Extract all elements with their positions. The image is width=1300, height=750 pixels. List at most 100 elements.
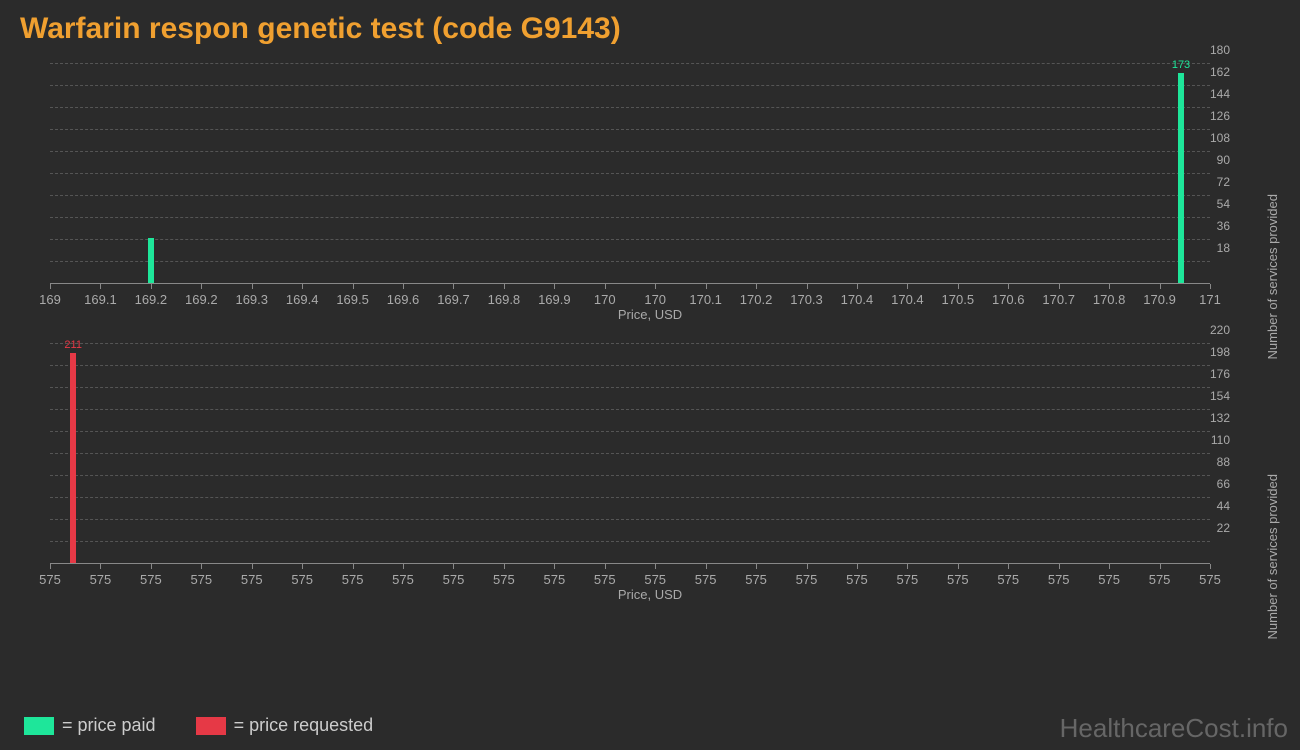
- watermark: HealthcareCost.info: [1060, 713, 1288, 744]
- x-tick: [50, 284, 51, 289]
- x-tick-label: 575: [594, 572, 616, 587]
- gridline: [50, 453, 1210, 454]
- bar: 211: [70, 353, 76, 564]
- bar: [148, 238, 154, 284]
- x-tick: [907, 564, 908, 569]
- x-tick-label: 169.2: [135, 292, 168, 307]
- x-tick: [756, 564, 757, 569]
- x-tick: [1059, 284, 1060, 289]
- gridline: [50, 497, 1210, 498]
- x-tick: [1008, 564, 1009, 569]
- x-tick-label: 575: [392, 572, 414, 587]
- gridline: [50, 475, 1210, 476]
- x-tick-label: 575: [190, 572, 212, 587]
- x-tick-label: 170.2: [740, 292, 773, 307]
- x-tick: [252, 284, 253, 289]
- x-tick-label: 575: [241, 572, 263, 587]
- x-tick-label: 169.3: [235, 292, 268, 307]
- x-tick: [958, 564, 959, 569]
- x-tick-label: 575: [543, 572, 565, 587]
- legend-swatch-paid: [24, 717, 54, 735]
- x-tick-label: 169.7: [437, 292, 470, 307]
- gridline: [50, 239, 1210, 240]
- x-tick: [907, 284, 908, 289]
- x-tick: [756, 284, 757, 289]
- gridline: [50, 431, 1210, 432]
- x-tick-label: 575: [342, 572, 364, 587]
- gridline: [50, 151, 1210, 152]
- x-tick-label: 170: [594, 292, 616, 307]
- x-tick: [1109, 284, 1110, 289]
- x-tick: [1109, 564, 1110, 569]
- x-tick-label: 575: [39, 572, 61, 587]
- x-tick-label: 171: [1199, 292, 1221, 307]
- y-tick-label: 154: [1210, 389, 1230, 403]
- x-tick-label: 170.8: [1093, 292, 1126, 307]
- gridline: [50, 261, 1210, 262]
- x-tick: [706, 564, 707, 569]
- chart-price-requested: 211 575575575575575575575575575575575575…: [20, 334, 1280, 614]
- x-tick: [151, 564, 152, 569]
- x-tick-label: 575: [846, 572, 868, 587]
- gridline: [50, 365, 1210, 366]
- x-tick: [504, 564, 505, 569]
- x-tick-label: 169.2: [185, 292, 218, 307]
- x-tick-label: 169.6: [387, 292, 420, 307]
- x-tick: [353, 564, 354, 569]
- x-tick: [807, 284, 808, 289]
- x-tick-label: 169.9: [538, 292, 571, 307]
- y-tick-label: 72: [1217, 175, 1230, 189]
- gridline: [50, 173, 1210, 174]
- x-tick: [1008, 284, 1009, 289]
- x-axis-title-2: Price, USD: [618, 587, 682, 602]
- gridline: [50, 519, 1210, 520]
- x-axis-2: 5755755755755755755755755755755755755755…: [50, 563, 1210, 564]
- legend-swatch-requested: [196, 717, 226, 735]
- x-tick: [857, 284, 858, 289]
- x-tick-label: 170.5: [942, 292, 975, 307]
- x-tick-label: 170.9: [1143, 292, 1176, 307]
- y-tick-label: 22: [1217, 521, 1230, 535]
- x-tick-label: 575: [90, 572, 112, 587]
- x-tick-label: 575: [140, 572, 162, 587]
- y-tick-label: 162: [1210, 65, 1230, 79]
- bar-label: 173: [1172, 59, 1190, 73]
- x-tick-label: 575: [1098, 572, 1120, 587]
- x-tick: [100, 564, 101, 569]
- plot-area-1: 173: [50, 64, 1210, 284]
- x-tick-label: 575: [695, 572, 717, 587]
- x-tick-label: 169.8: [488, 292, 521, 307]
- x-tick: [403, 564, 404, 569]
- x-tick: [100, 284, 101, 289]
- legend-item-paid: = price paid: [24, 715, 156, 736]
- gridline: [50, 387, 1210, 388]
- gridline: [50, 107, 1210, 108]
- gridline: [50, 85, 1210, 86]
- gridline: [50, 409, 1210, 410]
- page-title: Warfarin respon genetic test (code G9143…: [0, 0, 1300, 54]
- x-tick-label: 575: [947, 572, 969, 587]
- y-tick-label: 198: [1210, 345, 1230, 359]
- y-tick-label: 44: [1217, 499, 1230, 513]
- x-tick-label: 170.4: [841, 292, 874, 307]
- chart-container: 173 169169.1169.2169.2169.3169.4169.5169…: [20, 54, 1280, 614]
- x-tick-label: 170: [644, 292, 666, 307]
- gridline: [50, 129, 1210, 130]
- x-tick: [50, 564, 51, 569]
- x-tick-label: 575: [644, 572, 666, 587]
- gridline: [50, 63, 1210, 64]
- x-tick: [151, 284, 152, 289]
- legend-item-requested: = price requested: [196, 715, 374, 736]
- x-tick: [201, 284, 202, 289]
- x-tick: [302, 284, 303, 289]
- y-tick-label: 110: [1211, 433, 1230, 447]
- x-tick: [554, 564, 555, 569]
- x-tick: [1210, 284, 1211, 289]
- bar-label: 211: [64, 339, 82, 353]
- y-axis-title-2: Number of services provided: [1265, 474, 1280, 639]
- x-tick-label: 169: [39, 292, 61, 307]
- x-tick: [453, 284, 454, 289]
- x-tick: [201, 564, 202, 569]
- gridline: [50, 195, 1210, 196]
- x-tick: [353, 284, 354, 289]
